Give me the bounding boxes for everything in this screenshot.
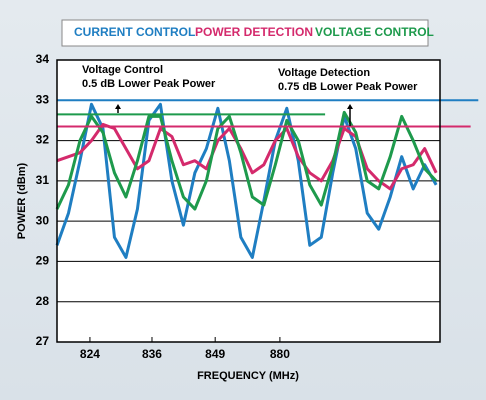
legend-box xyxy=(61,19,429,47)
series-line xyxy=(56,122,438,191)
plot-area xyxy=(57,60,440,342)
y-tick-label: 28 xyxy=(36,294,50,308)
legend-label: VOLTAGE CONTROL xyxy=(315,25,434,39)
y-tick-label: 29 xyxy=(36,254,50,268)
y-tick-label: 31 xyxy=(36,173,50,187)
legend-label: CURRENT CONTROL xyxy=(74,25,195,39)
annotation: 0.75 dB Lower Peak Power xyxy=(278,81,418,93)
y-tick-label: 30 xyxy=(36,213,50,227)
y-tick-label: 32 xyxy=(36,133,50,147)
annotation: Voltage Detection xyxy=(278,67,370,79)
y-tick-label: 34 xyxy=(36,52,50,66)
x-tick-label: 849 xyxy=(205,347,225,361)
y-tick-label: 33 xyxy=(36,92,50,106)
x-tick-label: 824 xyxy=(80,347,100,361)
arrow-head xyxy=(115,104,121,109)
y-axis-label: POWER (dBm) xyxy=(16,162,28,239)
legend-label: POWER DETECTION xyxy=(195,25,313,39)
x-tick-label: 880 xyxy=(270,347,290,361)
y-tick-label: 27 xyxy=(36,334,50,348)
x-axis-label: FREQUENCY (MHz) xyxy=(197,370,299,382)
plot-border xyxy=(56,59,441,343)
arrow-head xyxy=(347,104,353,109)
annotation: 0.5 dB Lower Peak Power xyxy=(82,78,216,90)
x-tick-label: 836 xyxy=(142,347,162,361)
series-line xyxy=(55,102,438,259)
annotation: Voltage Control xyxy=(82,64,163,76)
series-line xyxy=(55,110,438,211)
